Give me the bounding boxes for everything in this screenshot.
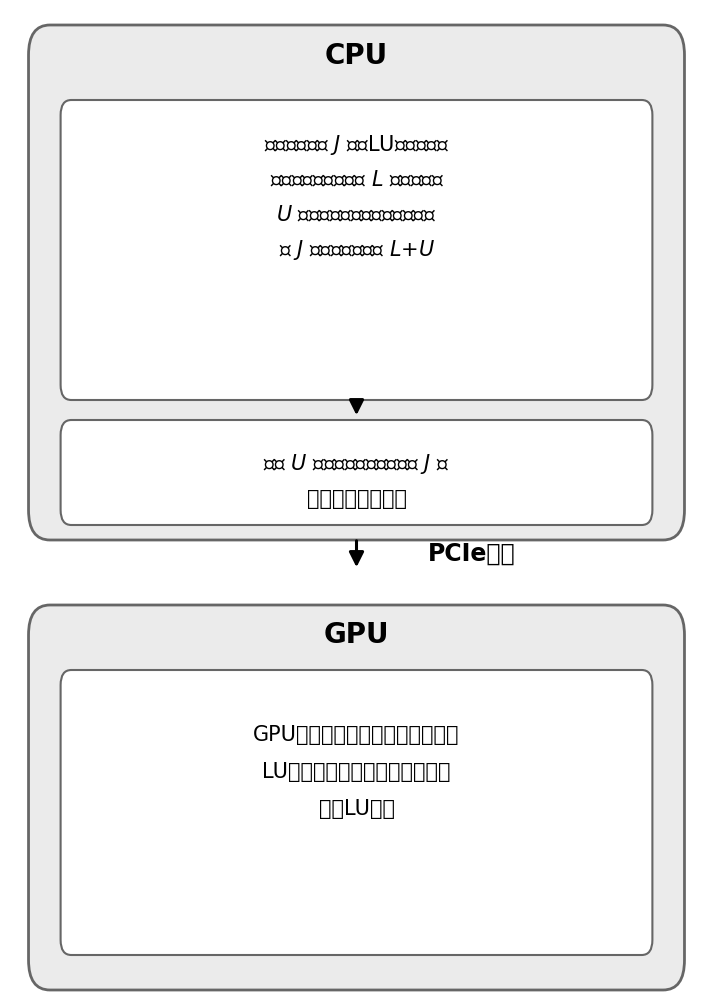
FancyBboxPatch shape xyxy=(29,25,684,540)
Text: 列进行并行化分层: 列进行并行化分层 xyxy=(307,489,406,509)
Text: 对雅可比矩阵 $\mathbf{\mathit{J}}$ 进行LU符号分解，: 对雅可比矩阵 $\mathbf{\mathit{J}}$ 进行LU符号分解， xyxy=(264,133,449,157)
Text: LU分解内核函数，对各层进行并: LU分解内核函数，对各层进行并 xyxy=(262,762,451,782)
FancyBboxPatch shape xyxy=(61,420,652,525)
Text: CPU: CPU xyxy=(325,42,388,70)
Text: 根据 $\mathbf{\mathit{U}}$ 阵的稀疏结构，对矩阵 $\mathbf{\mathit{J}}$ 各: 根据 $\mathbf{\mathit{U}}$ 阵的稀疏结构，对矩阵 $\ma… xyxy=(263,452,450,476)
Text: $\mathbf{\mathit{U}}$ 阵的稀疏结构，符号分解之后: $\mathbf{\mathit{U}}$ 阵的稀疏结构，符号分解之后 xyxy=(277,205,436,225)
Text: PCIe总线: PCIe总线 xyxy=(428,542,515,566)
Text: GPU中按层次递增的顺序启动分层: GPU中按层次递增的顺序启动分层 xyxy=(253,725,460,745)
FancyBboxPatch shape xyxy=(29,605,684,990)
Text: 行化LU分解: 行化LU分解 xyxy=(319,799,394,819)
FancyBboxPatch shape xyxy=(61,670,652,955)
Text: GPU: GPU xyxy=(324,621,389,649)
Text: 得到下三角变换矩阵 $\mathbf{\mathit{L}}$ 和上三角阵: 得到下三角变换矩阵 $\mathbf{\mathit{L}}$ 和上三角阵 xyxy=(270,170,443,190)
FancyBboxPatch shape xyxy=(61,100,652,400)
Text: 的 $\mathbf{\mathit{J}}$ 的稀疏结构等于 $\mathbf{\mathit{L}}$+$\mathbf{\mathit{U}}$: 的 $\mathbf{\mathit{J}}$ 的稀疏结构等于 $\mathbf… xyxy=(279,238,434,262)
